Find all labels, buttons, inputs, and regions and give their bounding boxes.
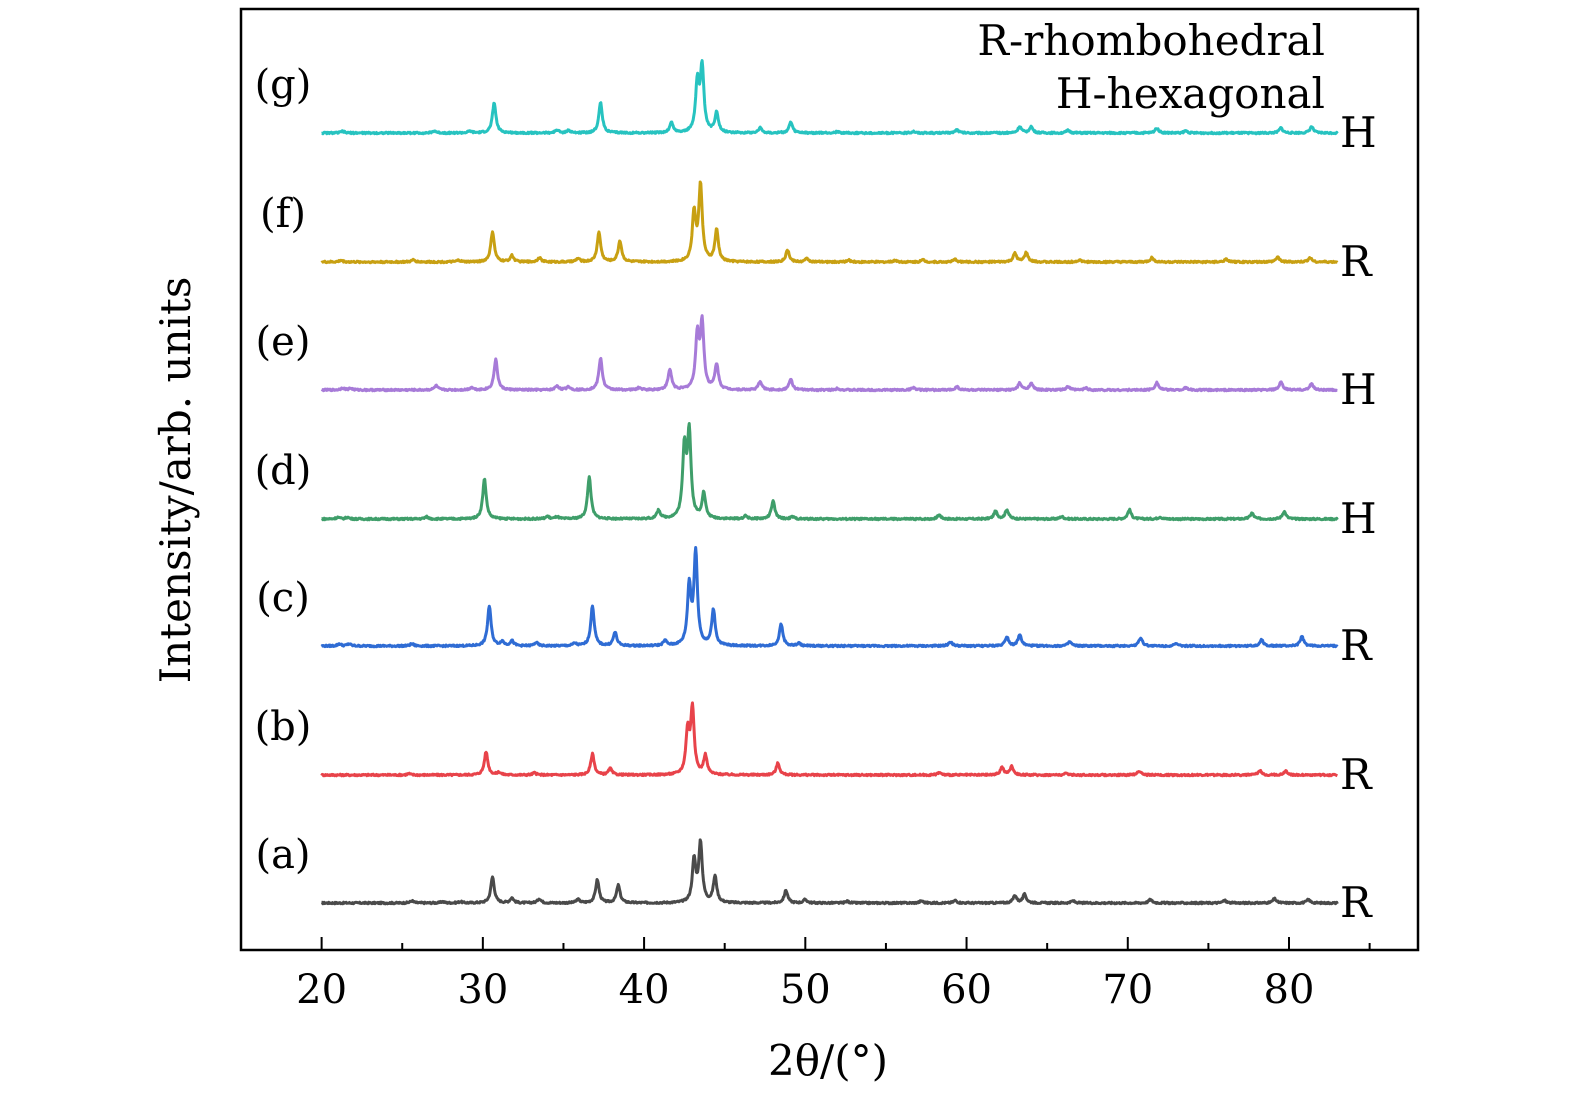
phase-labels: R R R H H R H — [1340, 108, 1377, 927]
x-axis-title: 2θ/(°) — [768, 1036, 888, 1085]
xrd-curve-f — [320, 180, 1339, 265]
curve-label-b: (b) — [255, 704, 312, 750]
phase-label-f: R — [1340, 237, 1373, 286]
x-tick-label: 20 — [296, 967, 347, 1013]
curve-label-d: (d) — [255, 448, 312, 494]
x-tick-label: 60 — [941, 967, 992, 1013]
curve-label-f: (f) — [260, 191, 306, 237]
x-axis-ticks — [320, 937, 1371, 950]
phase-label-b: R — [1340, 750, 1373, 799]
legend-line-1: R-rhombohedral — [977, 16, 1325, 65]
phase-label-e: H — [1340, 365, 1377, 414]
diffraction-curves — [320, 59, 1339, 906]
x-tick-label: 50 — [780, 967, 831, 1013]
plot-frame — [239, 7, 1420, 952]
phase-label-d: H — [1340, 494, 1377, 543]
curve-label-g: (g) — [255, 62, 312, 108]
y-axis-title: Intensity/arb. units — [151, 277, 200, 684]
xrd-curve-e — [320, 314, 1339, 393]
x-tick-label: 80 — [1264, 967, 1315, 1013]
x-tick-label: 40 — [619, 967, 670, 1013]
x-tick-label: 70 — [1102, 967, 1153, 1013]
x-tick-label: 30 — [457, 967, 508, 1013]
xrd-curve-d — [320, 421, 1339, 522]
curve-label-c: (c) — [256, 575, 310, 621]
xrd-curve-g — [320, 59, 1339, 136]
phase-label-g: H — [1340, 108, 1377, 157]
xrd-curve-b — [320, 701, 1339, 778]
curve-label-a: (a) — [255, 832, 310, 878]
x-axis-tick-labels: 20 30 40 50 60 70 80 — [296, 967, 1314, 1013]
curve-label-e: (e) — [256, 319, 311, 365]
phase-label-a: R — [1340, 878, 1373, 927]
phase-label-c: R — [1340, 621, 1373, 670]
curve-labels: (a) (b) (c) (d) (e) (f) (g) — [255, 62, 312, 878]
xrd-curve-a — [320, 838, 1339, 906]
xrd-curve-c — [320, 546, 1339, 649]
legend-line-2: H-hexagonal — [1056, 69, 1325, 118]
phase-legend: R-rhombohedral H-hexagonal — [977, 16, 1325, 118]
